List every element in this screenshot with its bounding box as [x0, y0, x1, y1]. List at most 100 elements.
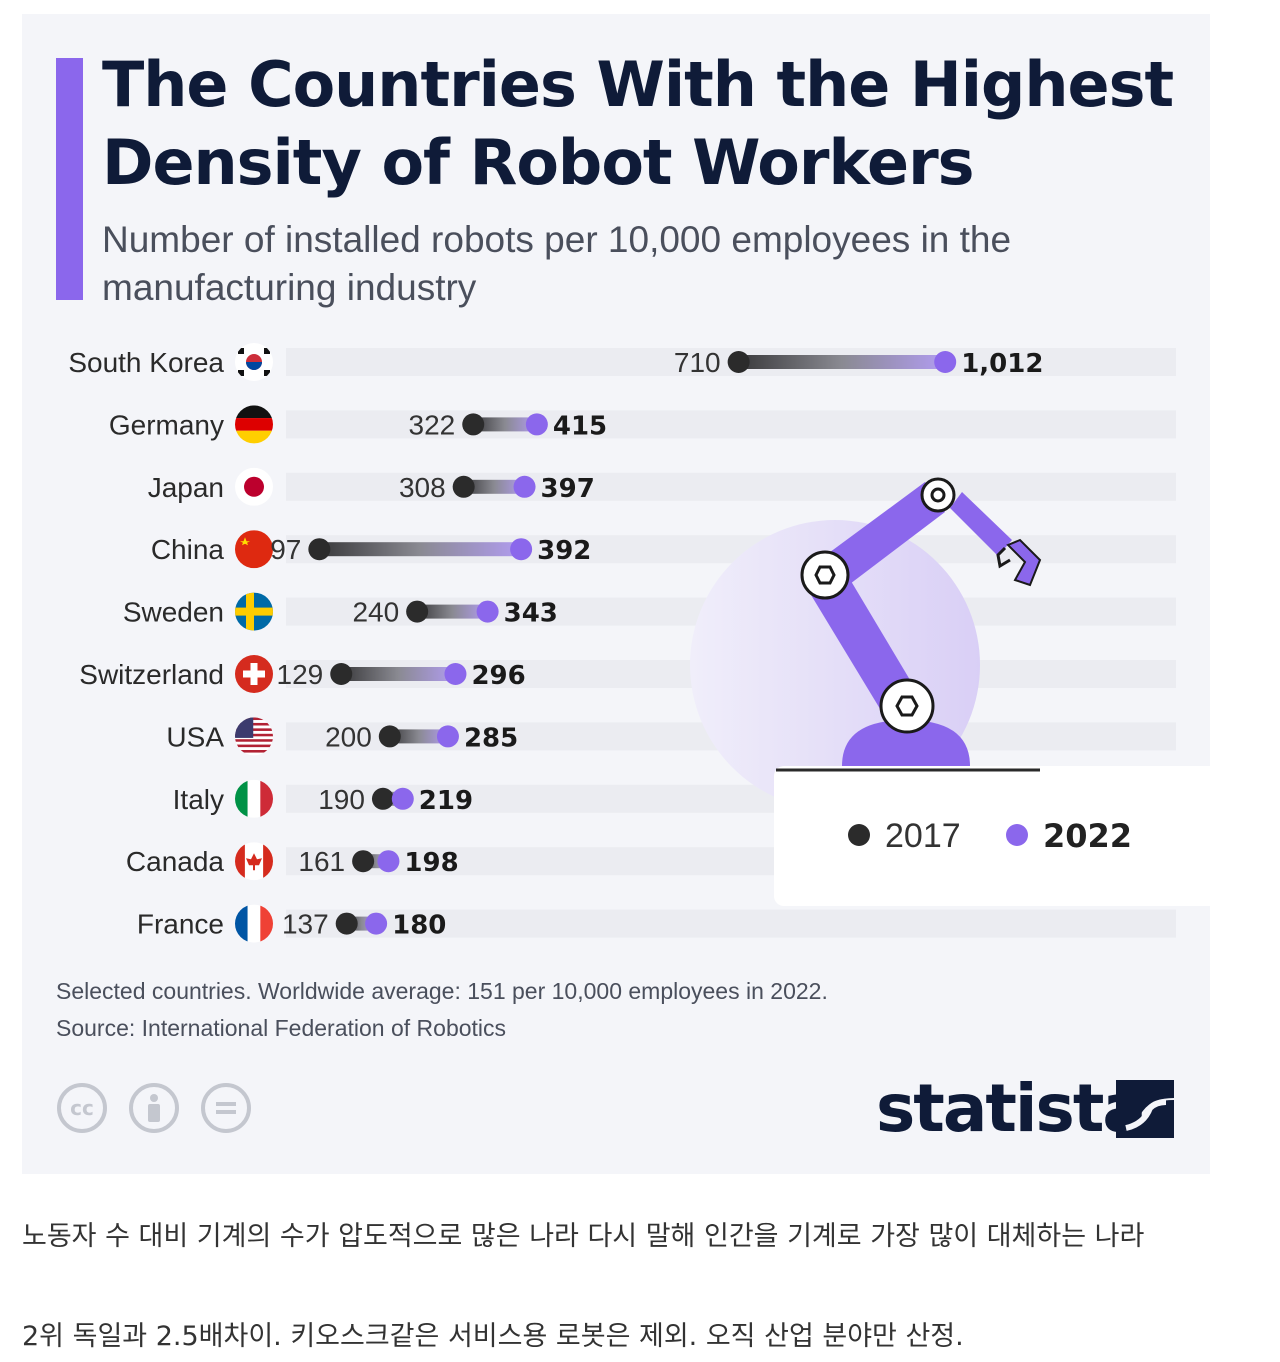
chart-row: USA 200 285	[166, 717, 1176, 756]
change-bar	[738, 355, 946, 369]
dot-2017	[727, 351, 750, 373]
dumbbell-chart: South Korea 710 1,012 Germany 322 415 Japan 308…	[68, 343, 1224, 943]
dot-2022	[525, 413, 548, 436]
legend-dot-2022	[1006, 824, 1028, 846]
dot-2017	[371, 787, 394, 810]
cc-icon[interactable]: cc	[57, 1083, 107, 1133]
country-label: France	[137, 909, 224, 940]
value-label-2022: 343	[504, 599, 558, 629]
statista-logo[interactable]: statista	[876, 1070, 1147, 1147]
change-bar	[473, 417, 537, 432]
dot-2017	[335, 912, 358, 935]
japan-flag-icon	[235, 467, 273, 506]
value-label-2022: 180	[392, 911, 446, 941]
value-label-2017: 710	[674, 347, 721, 378]
canada-flag-icon	[235, 842, 273, 881]
china-flag-icon	[235, 530, 273, 569]
dot-2022	[934, 351, 957, 373]
value-label-2017: 322	[409, 409, 456, 440]
country-label: Canada	[126, 846, 225, 877]
legend-label-2017: 2017	[885, 817, 961, 855]
chart-row: South Korea 710 1,012	[68, 343, 1176, 381]
country-label: USA	[166, 721, 224, 752]
value-label-2022: 392	[537, 536, 591, 566]
row-track	[286, 472, 1176, 501]
value-label-2017: 190	[318, 784, 365, 815]
value-label-2017: 129	[277, 659, 324, 690]
sweden-flag-icon	[235, 592, 273, 631]
usa-flag-icon	[235, 717, 273, 756]
value-label-2022: 296	[471, 661, 525, 691]
dot-2022	[365, 912, 388, 935]
chart-source: Source: International Federation of Robo…	[56, 1015, 507, 1041]
dot-2017	[378, 725, 401, 748]
dot-2022	[476, 600, 499, 623]
dot-2017	[406, 600, 429, 623]
dot-2022	[391, 787, 414, 810]
dot-2022	[444, 663, 467, 685]
robot-forearm	[950, 492, 1012, 556]
row-track	[286, 410, 1176, 439]
caption-line-1: 노동자 수 대비 기계의 수가 압도적으로 많은 나라 다시 말해 인간을 기계…	[22, 1221, 1145, 1252]
value-label-2022: 285	[464, 723, 518, 753]
robot-joint-wrist-icon	[920, 477, 956, 513]
chart-card	[22, 14, 1210, 1174]
south-korea-flag-icon	[235, 343, 273, 381]
legend: 2017 2022	[774, 766, 1224, 906]
dot-2022	[513, 475, 536, 498]
chart-row: Germany 322 415	[109, 405, 1176, 444]
change-bar	[341, 667, 456, 681]
chart-title: The Countries With the Highest Density o…	[102, 48, 1174, 199]
chart-subtitle: Number of installed robots per 10,000 em…	[102, 219, 1012, 308]
dot-2017	[330, 663, 353, 685]
change-bar	[389, 729, 448, 744]
value-label-2022: 397	[541, 474, 595, 504]
dot-2017	[308, 538, 331, 561]
country-label: South Korea	[68, 347, 224, 378]
chart-row: Japan 308 397	[148, 467, 1176, 506]
value-label-2017: 161	[298, 846, 345, 877]
value-label-2017: 308	[399, 472, 446, 503]
value-label-2017: 97	[270, 534, 301, 565]
dot-2022	[510, 538, 533, 561]
statista-logo-icon	[1116, 1080, 1174, 1138]
change-bar	[319, 542, 522, 557]
by-icon[interactable]	[129, 1083, 179, 1133]
robot-gripper-icon	[1006, 538, 1042, 587]
country-label: Switzerland	[79, 659, 224, 690]
caption-line-2: 2위 독일과 2.5배차이. 키오스크같은 서비스용 로봇은 제외. 오직 산업…	[22, 1321, 964, 1352]
nd-icon[interactable]	[201, 1083, 251, 1133]
robot-upper-arm	[822, 482, 945, 590]
dot-2022	[436, 725, 459, 748]
country-label: Italy	[173, 784, 224, 815]
dot-2022	[377, 850, 400, 873]
france-flag-icon	[235, 904, 273, 943]
change-bar	[417, 604, 488, 619]
country-label: Sweden	[123, 597, 224, 628]
italy-flag-icon	[235, 779, 273, 818]
value-label-2017: 200	[325, 721, 372, 752]
chart-note: Selected countries. Worldwide average: 1…	[56, 978, 828, 1004]
value-label-2022: 198	[404, 848, 458, 878]
dot-2017	[452, 475, 475, 498]
country-label: Germany	[109, 409, 224, 440]
chart-row: Switzerland 129 296	[79, 655, 1176, 693]
legend-label-2022: 2022	[1043, 817, 1132, 855]
value-label-2017: 137	[282, 909, 329, 940]
switzerland-flag-icon	[235, 655, 273, 693]
robot-base	[842, 720, 970, 766]
chart-row: Sweden 240 343	[123, 592, 1176, 631]
chart-row: France 137 180	[137, 904, 1176, 943]
country-label: China	[151, 534, 225, 565]
country-label: Japan	[148, 472, 224, 503]
robot-joint-base-icon	[879, 678, 935, 734]
robot-arm-illustration	[690, 477, 1042, 810]
dot-2017	[352, 850, 375, 873]
change-bar	[463, 479, 525, 494]
legend-dot-2017	[848, 824, 870, 846]
robot-joint-elbow-icon	[800, 550, 850, 600]
value-label-2022: 219	[419, 786, 473, 816]
legend-box	[774, 766, 1224, 906]
value-label-2022: 1,012	[961, 349, 1043, 379]
value-label-2017: 240	[352, 597, 399, 628]
